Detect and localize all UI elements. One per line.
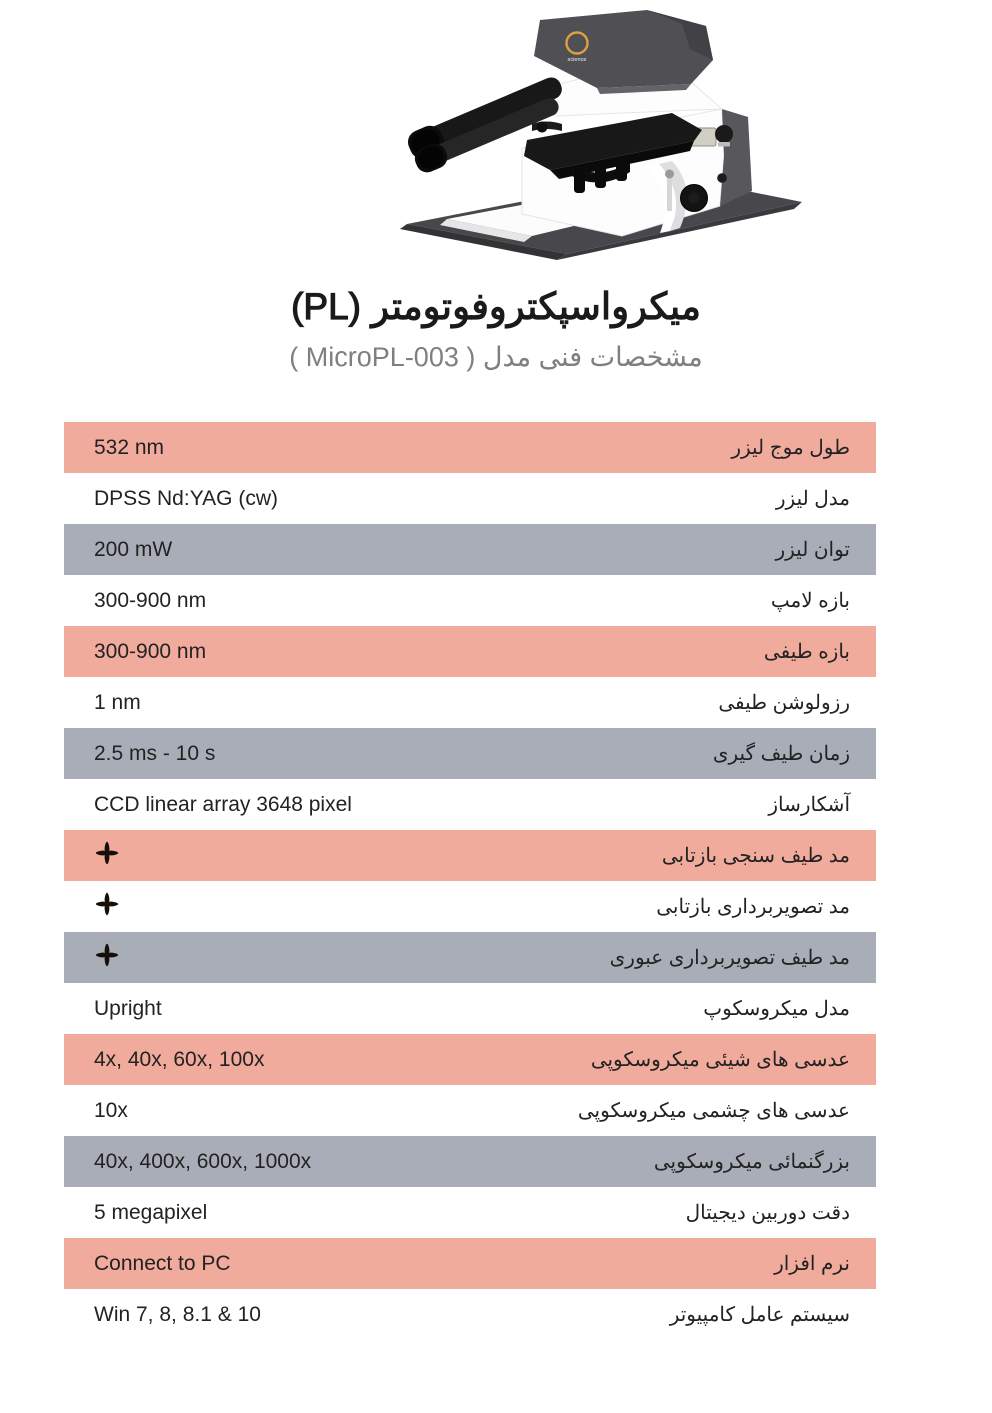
svg-text:science: science: [568, 56, 587, 63]
